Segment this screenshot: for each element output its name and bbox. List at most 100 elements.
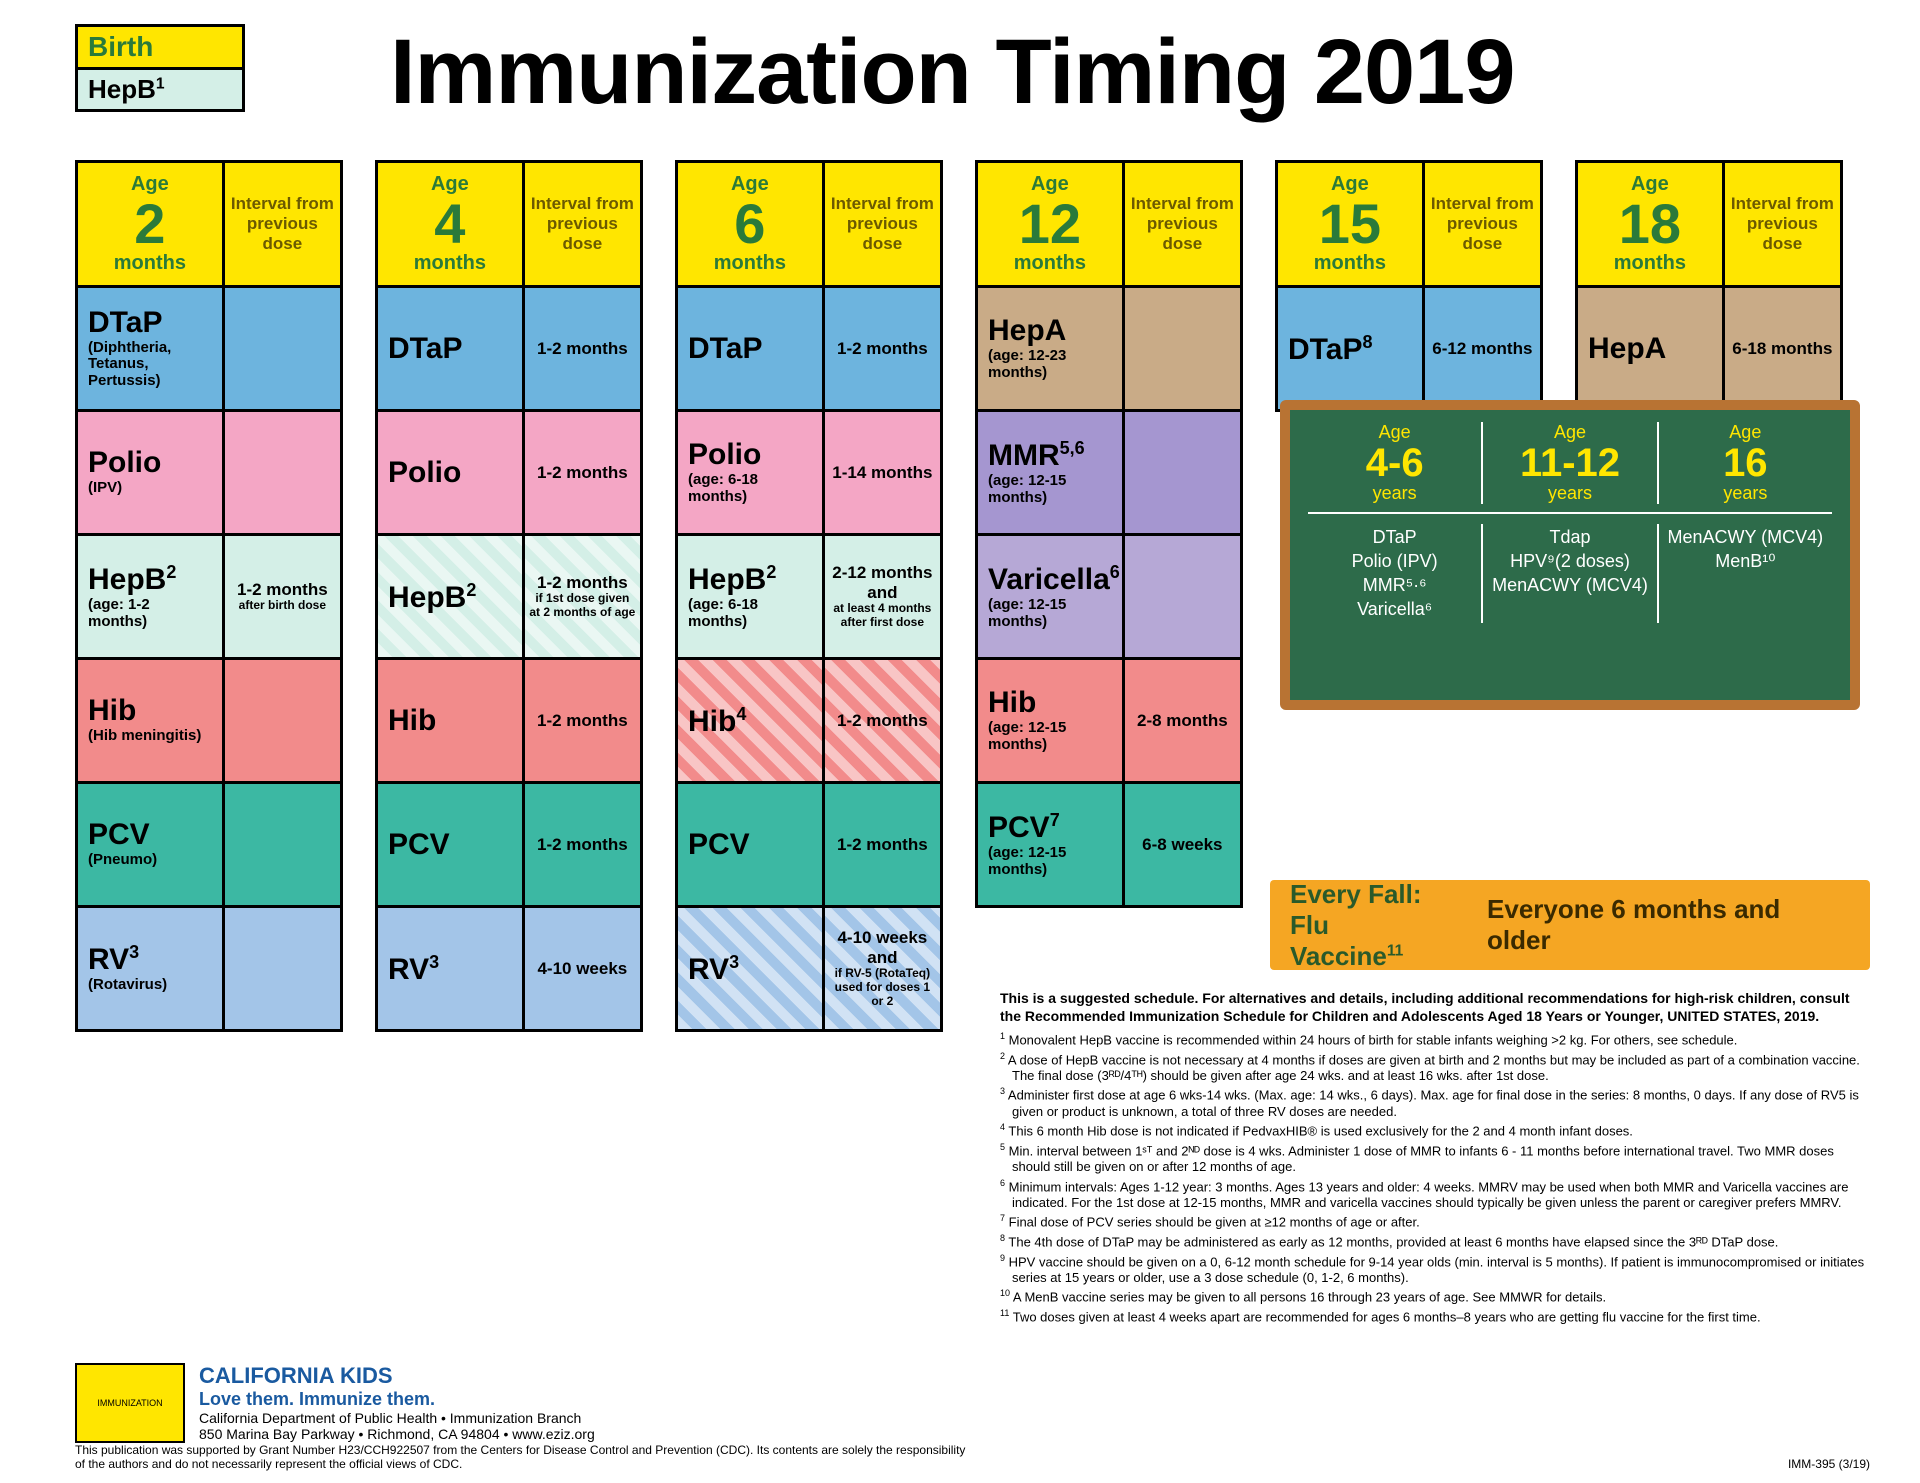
interval-cell: 1-2 months [525,784,640,905]
age-header: Age18months [1578,163,1725,285]
interval-cell: 4-10 weeks [525,908,640,1029]
age-column-2: Age2monthsInterval from previous doseDTa… [75,160,343,1032]
vaccine-cell: HepB2(age: 1-2 months) [78,536,225,657]
vaccine-cell: PCV [678,784,825,905]
vaccine-cell: Hib(Hib meningitis) [78,660,225,781]
vaccine-row: PCV(Pneumo) [75,784,343,908]
interval-cell [225,660,340,781]
interval-header: Interval from previous dose [1425,163,1540,285]
interval-cell: 2-12 months andat least 4 months after f… [825,536,940,657]
vaccine-row: Polio(age: 6-18 months)1-14 months [675,412,943,536]
chalk-vax-col: TdapHPV⁹(2 doses)MenACWY (MCV4) [1481,524,1656,623]
birth-box: Birth HepB1 [75,24,245,112]
vaccine-cell: Hib [378,660,525,781]
chalk-age: Age16years [1657,422,1832,504]
interval-cell [1125,288,1240,409]
vaccine-row: HepA6-18 months [1575,288,1843,412]
interval-cell: 1-2 months [525,660,640,781]
page-title: Immunization Timing 2019 [390,20,1515,125]
vaccine-cell: RV3 [378,908,525,1029]
vaccine-row: PCV1-2 months [375,784,643,908]
flu-banner: Every Fall: Flu Vaccine11 Everyone 6 mon… [1270,880,1870,970]
chalk-vax-col: MenACWY (MCV4)MenB¹⁰ [1657,524,1832,623]
footer: IMMUNIZATION CALIFORNIA KIDS Love them. … [75,1363,975,1443]
vaccine-cell: RV3 [678,908,825,1029]
birth-vaccine: HepB1 [75,70,245,112]
interval-cell: 1-2 months [825,784,940,905]
interval-cell: 6-8 weeks [1125,784,1240,905]
interval-header: Interval from previous dose [1125,163,1240,285]
footnote: 8 The 4th dose of DTaP may be administer… [1012,1233,1870,1251]
vaccine-cell: Polio(age: 6-18 months) [678,412,825,533]
vaccine-cell: Hib4 [678,660,825,781]
age-header: Age12months [978,163,1125,285]
interval-cell: 6-18 months [1725,288,1840,409]
vaccine-cell: Polio(IPV) [78,412,225,533]
age-column-4: Age4monthsInterval from previous doseDTa… [375,160,643,1032]
interval-cell [225,412,340,533]
footnote: 7 Final dose of PCV series should be giv… [1012,1213,1870,1231]
vaccine-cell: HepA [1578,288,1725,409]
vaccine-row: MMR5,6(age: 12-15 months) [975,412,1243,536]
footnote: 5 Min. interval between 1ˢᵀ and 2ᴺᴰ dose… [1012,1142,1870,1176]
vaccine-cell: Varicella6(age: 12-15 months) [978,536,1125,657]
vaccine-cell: DTaP8 [1278,288,1425,409]
vaccine-cell: PCV(Pneumo) [78,784,225,905]
vaccine-row: DTaP86-12 months [1275,288,1543,412]
age-column-12: Age12monthsInterval from previous doseHe… [975,160,1243,1032]
vaccine-cell: Hib(age: 12-15 months) [978,660,1125,781]
interval-cell [225,784,340,905]
age-header: Age6months [678,163,825,285]
interval-header: Interval from previous dose [525,163,640,285]
doc-id: IMM-395 (3/19) [1788,1457,1870,1471]
vaccine-cell: DTaP [678,288,825,409]
vaccine-row: Varicella6(age: 12-15 months) [975,536,1243,660]
vaccine-row: DTaP1-2 months [375,288,643,412]
vaccine-row: HepA(age: 12-23 months) [975,288,1243,412]
vaccine-row: Hib(Hib meningitis) [75,660,343,784]
footnote: 2 A dose of HepB vaccine is not necessar… [1012,1051,1870,1085]
interval-cell [225,288,340,409]
age-column-6: Age6monthsInterval from previous doseDTa… [675,160,943,1032]
interval-cell: 1-2 months [825,288,940,409]
badge-icon: IMMUNIZATION [75,1363,185,1443]
vaccine-row: HepB21-2 monthsif 1st dose given at 2 mo… [375,536,643,660]
interval-cell: 1-14 months [825,412,940,533]
footnote: 1 Monovalent HepB vaccine is recommended… [1012,1031,1870,1049]
vaccine-row: Hib41-2 months [675,660,943,784]
vaccine-row: Hib1-2 months [375,660,643,784]
age-header: Age15months [1278,163,1425,285]
age-header: Age4months [378,163,525,285]
vaccine-row: HepB2(age: 1-2 months)1-2 monthsafter bi… [75,536,343,660]
footnotes: This is a suggested schedule. For altern… [1000,990,1870,1328]
interval-cell [1125,536,1240,657]
vaccine-row: PCV7(age: 12-15 months)6-8 weeks [975,784,1243,908]
footnote: 4 This 6 month Hib dose is not indicated… [1012,1122,1870,1140]
vaccine-cell: DTaP(Diphtheria, Tetanus, Pertussis) [78,288,225,409]
vaccine-cell: DTaP [378,288,525,409]
interval-cell: 2-8 months [1125,660,1240,781]
vaccine-cell: RV3(Rotavirus) [78,908,225,1029]
vaccine-cell: HepB2(age: 6-18 months) [678,536,825,657]
chalk-age: Age4-6years [1308,422,1481,504]
vaccine-cell: HepA(age: 12-23 months) [978,288,1125,409]
vaccine-row: RV3(Rotavirus) [75,908,343,1032]
interval-cell: 1-2 months [825,660,940,781]
chalk-age: Age11-12years [1481,422,1656,504]
interval-cell [225,908,340,1029]
vaccine-row: PCV1-2 months [675,784,943,908]
interval-cell [1125,412,1240,533]
interval-cell: 1-2 months [525,412,640,533]
vaccine-row: Hib(age: 12-15 months)2-8 months [975,660,1243,784]
vaccine-row: RV34-10 weeks andif RV-5 (RotaTeq) used … [675,908,943,1032]
footnote: 6 Minimum intervals: Ages 1-12 year: 3 m… [1012,1178,1870,1212]
vaccine-cell: HepB2 [378,536,525,657]
interval-cell: 4-10 weeks andif RV-5 (RotaTeq) used for… [825,908,940,1029]
interval-cell: 6-12 months [1425,288,1540,409]
chalkboard: Age4-6yearsAge11-12yearsAge16years DTaPP… [1280,400,1860,710]
footnote: 11 Two doses given at least 4 weeks apar… [1012,1308,1870,1326]
footnote: 3 Administer first dose at age 6 wks-14 … [1012,1086,1870,1120]
vaccine-cell: Polio [378,412,525,533]
interval-header: Interval from previous dose [825,163,940,285]
footnote: 10 A MenB vaccine series may be given to… [1012,1288,1870,1306]
